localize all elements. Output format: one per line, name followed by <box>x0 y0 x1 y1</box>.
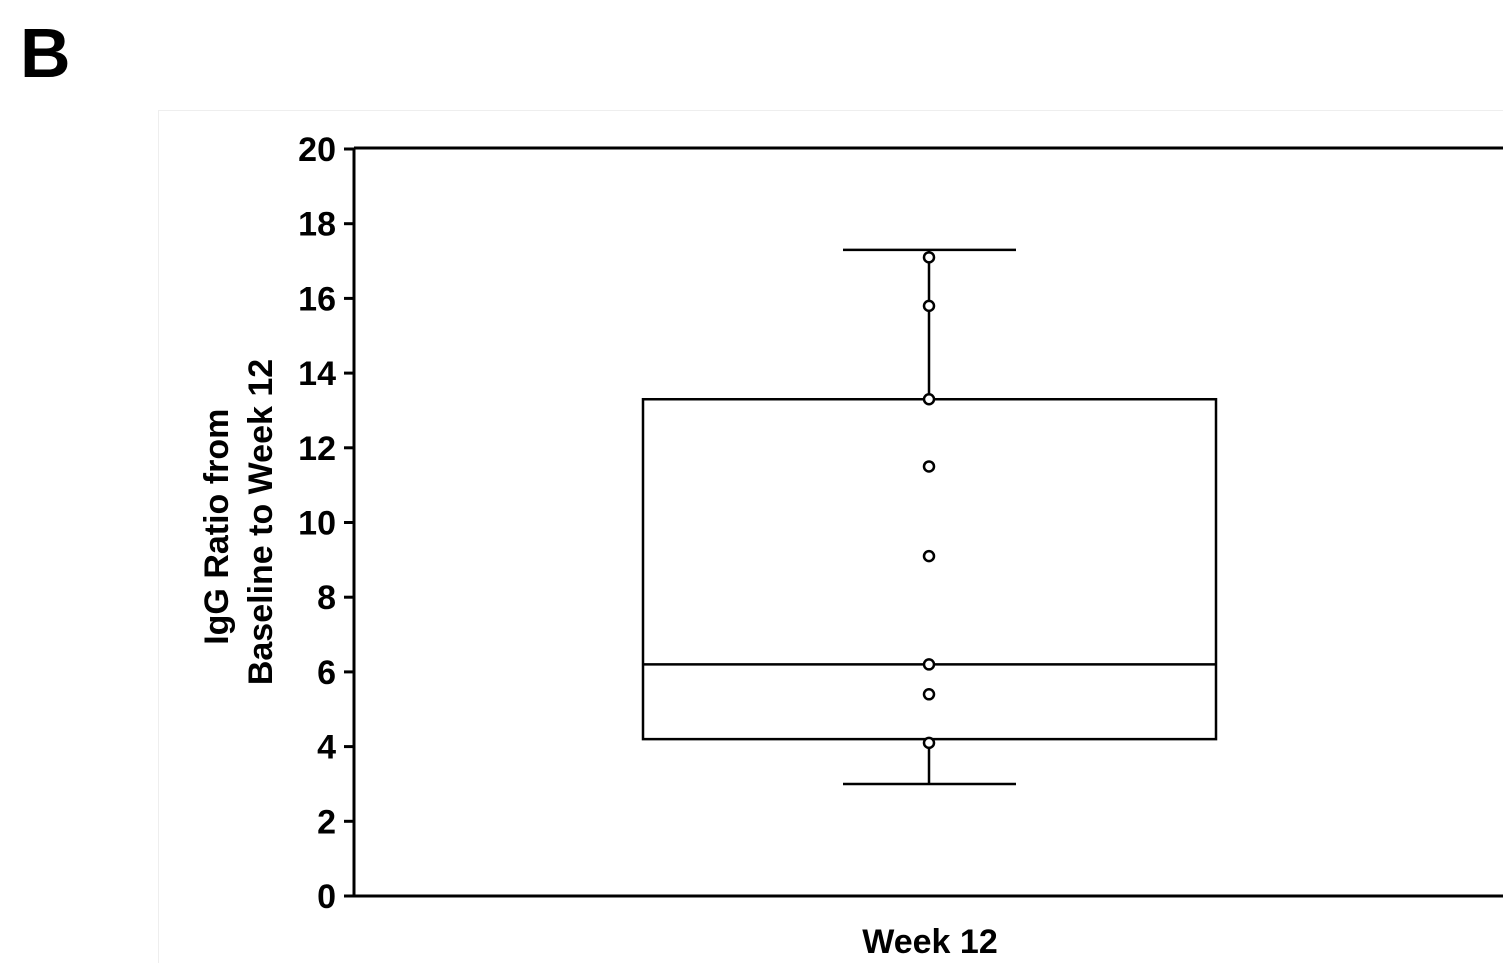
data-point <box>922 688 936 701</box>
y-tick-label: 20 <box>298 131 336 169</box>
data-point <box>922 460 936 473</box>
y-tick-label: 18 <box>298 206 336 244</box>
box-plot <box>641 248 1218 786</box>
panel-label: B <box>20 14 71 92</box>
y-tick-label: 6 <box>317 654 336 692</box>
data-points <box>922 251 936 750</box>
y-tick-label: 14 <box>298 355 336 393</box>
y-axis-label: IgG Ratio from Baseline to Week 12 <box>198 359 280 685</box>
data-point <box>922 658 936 671</box>
y-ticks: 0 2 4 6 8 10 12 14 16 18 20 <box>298 131 354 916</box>
y-tick-label: 0 <box>317 878 336 916</box>
y-axis-label-line-2: Baseline to Week 12 <box>242 359 280 685</box>
y-axis-label-line-1: IgG Ratio from <box>198 409 236 645</box>
y-tick-label: 8 <box>317 579 336 617</box>
data-point <box>922 549 936 563</box>
x-axis-label: Week 12 <box>862 923 997 961</box>
y-tick-label: 12 <box>298 430 336 468</box>
data-point <box>922 299 936 313</box>
data-point <box>922 251 936 264</box>
y-tick-label: 2 <box>317 803 336 841</box>
data-point <box>922 736 936 750</box>
chart-frame <box>158 110 1503 963</box>
y-tick-label: 16 <box>298 280 336 318</box>
y-tick-label: 10 <box>298 505 336 543</box>
y-tick-label: 4 <box>317 729 336 767</box>
data-point <box>922 392 936 406</box>
